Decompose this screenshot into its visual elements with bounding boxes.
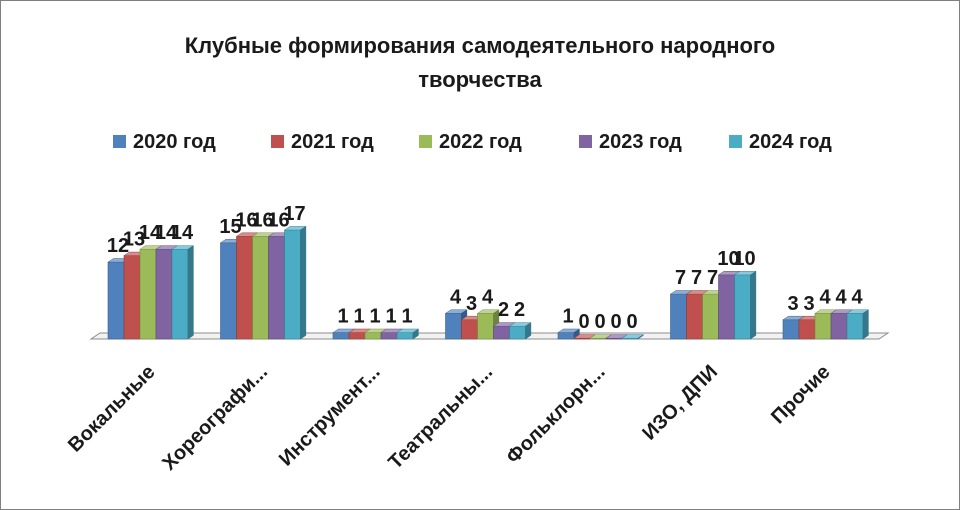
data-label: 1 (337, 306, 348, 328)
legend-label: 2020 год (133, 131, 216, 153)
bar (171, 245, 195, 340)
data-label: 7 (675, 267, 686, 289)
data-label: 1 (353, 306, 364, 328)
category-label: Вокальные (64, 361, 160, 457)
legend-swatch (419, 135, 432, 148)
legend-swatch (579, 135, 592, 148)
data-label: 12 (107, 235, 129, 257)
bar (621, 334, 645, 340)
bar (283, 225, 307, 340)
category-label: Фольклорн... (502, 361, 609, 468)
data-label: 0 (578, 311, 589, 333)
data-label: 16 (235, 209, 257, 231)
bar (557, 328, 581, 340)
data-label: 0 (626, 311, 637, 333)
data-label: 1 (401, 306, 412, 328)
category-label: ИЗО, ДПИ (638, 361, 722, 445)
data-label: 1 (562, 306, 573, 328)
data-label: 14 (155, 222, 178, 244)
data-label: 7 (707, 267, 718, 289)
data-label: 3 (466, 293, 477, 315)
data-label: 4 (482, 286, 494, 308)
category-label: Инструмент... (275, 361, 385, 471)
data-label: 1 (385, 306, 396, 328)
legend-swatch (113, 135, 126, 148)
data-label: 15 (219, 216, 241, 238)
legend: 2020 год 2021 год 2022 год 2023 год 2024 год (113, 131, 832, 153)
data-label: 4 (851, 286, 863, 308)
data-label: 0 (594, 311, 605, 333)
legend-label: 2021 год (291, 131, 374, 153)
data-label: 4 (819, 286, 831, 308)
data-label: 10 (717, 248, 739, 270)
legend-label: 2022 год (439, 131, 522, 153)
bar (396, 328, 420, 340)
bar (508, 322, 532, 340)
data-label: 16 (267, 209, 289, 231)
data-label: 3 (803, 293, 814, 315)
data-label: 17 (283, 203, 305, 225)
category-label: Хореографи... (158, 361, 272, 475)
data-label: 3 (787, 293, 798, 315)
data-label: 14 (171, 222, 194, 244)
data-label: 10 (733, 248, 755, 270)
data-label: 14 (139, 222, 162, 244)
data-label: 2 (514, 299, 525, 321)
legend-label: 2023 год (599, 131, 682, 153)
data-label: 13 (123, 229, 145, 251)
category-label: Театральны... (384, 361, 497, 474)
chart-title-line-2: творчества (418, 67, 542, 92)
data-label: 4 (835, 286, 847, 308)
data-label: 7 (691, 267, 702, 289)
chart-title-line-1: Клубные формирования самодеятельного нар… (185, 33, 776, 58)
data-label: 1 (369, 306, 380, 328)
bar (846, 309, 870, 340)
data-label: 0 (610, 311, 621, 333)
data-label: 2 (498, 299, 509, 321)
data-label: 16 (251, 209, 273, 231)
legend-label: 2024 год (749, 131, 832, 153)
bars-group (107, 225, 870, 340)
category-label: Прочие (767, 361, 834, 428)
bar (733, 270, 757, 340)
legend-swatch (271, 135, 284, 148)
legend-swatch (729, 135, 742, 148)
data-label: 4 (450, 286, 462, 308)
